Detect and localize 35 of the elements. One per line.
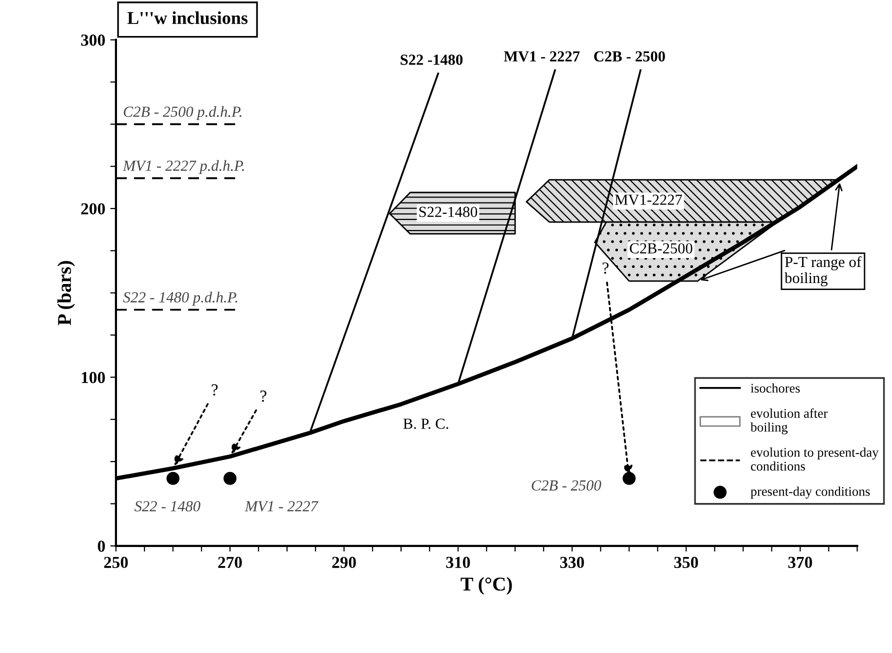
annotation: S22 -1480 [400, 54, 463, 65]
x-tick-label: 330 [560, 556, 584, 568]
annotation: S22 - 1480 [134, 501, 200, 512]
annotation: evolution after boiling [750, 408, 828, 434]
x-tick-label: 350 [674, 556, 698, 568]
x-axis-title: T (°C) [460, 576, 512, 595]
legend-label: present-day conditions [750, 486, 870, 499]
x-tick-label: 370 [788, 556, 812, 568]
ref-line-label: C2B - 2500 p.d.h.P. [124, 106, 242, 120]
ref-line-label: MV1 - 2227 p.d.h.P. [122, 160, 244, 174]
annotation: evolution to present-day conditions [750, 448, 879, 471]
series-label: C2B-2500 [630, 243, 692, 254]
x-tick-label: 290 [332, 556, 356, 568]
y-tick-label: 200 [81, 203, 105, 214]
series-label: MV1-2227 [615, 194, 682, 206]
series-label: S22-1480 [419, 206, 478, 218]
x-tick-label: 270 [218, 556, 242, 568]
y-axis-title: P (bars) [57, 261, 75, 326]
annotation: C2B - 2500 [532, 480, 602, 491]
annotation: B. P. C. [403, 418, 448, 429]
legend-label: isochores [750, 383, 800, 393]
y-tick-label: 0 [98, 540, 105, 552]
annotation: ? [260, 390, 266, 402]
annotation: C2B - 2500 [594, 51, 665, 62]
annotation: MV1 - 2227 [504, 51, 580, 62]
y-tick-label: 300 [81, 34, 105, 46]
annotation: ? [602, 262, 609, 274]
y-tick-label: 100 [82, 372, 105, 384]
ref-line-label: S22 - 1480 p.d.h.P. [123, 292, 238, 306]
x-tick-label: 310 [446, 556, 470, 568]
annotation: MV1 - 2227 [244, 501, 318, 512]
annotation: P-T range of boiling [784, 256, 862, 286]
chart-title: L'''w inclusions [127, 11, 248, 24]
annotation: ? [212, 384, 218, 396]
x-tick-label: 250 [104, 556, 128, 568]
